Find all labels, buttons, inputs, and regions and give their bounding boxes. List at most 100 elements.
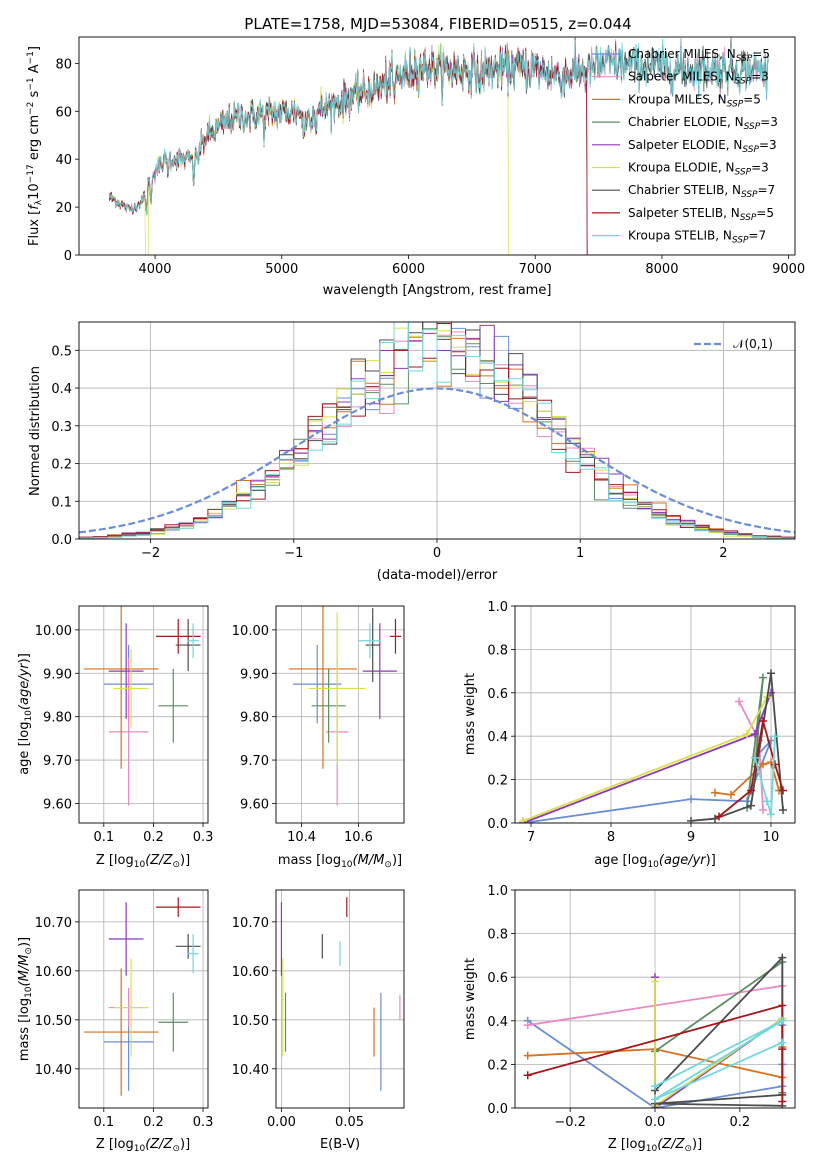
point-chabrier-elodie — [158, 992, 189, 1052]
y-tick-label: 10.50 — [232, 1014, 269, 1029]
axes-frame — [78, 605, 209, 824]
axes-age_vs_Z: 0.1 0.2 0.3 9.60 9.70 9.80 9.90 10.00 Z [log10(Z… — [17, 605, 213, 870]
axes-mass_vs_Z: 0.1 0.2 0.3 10.40 10.50 10.60 10.70 Z [log10(Z/… — [17, 889, 214, 1154]
y-axis-label: mass weight — [463, 673, 478, 755]
x-tick-label: −2 — [141, 546, 160, 561]
y-tick-label: 20 — [55, 201, 72, 216]
x-tick-label: 0.00 — [267, 1115, 296, 1130]
series-marker — [778, 1097, 787, 1106]
plot-area — [83, 606, 201, 806]
legend-label: Chabrier STELIB, NSSP=7 — [628, 183, 775, 200]
point-kroupa-miles — [83, 606, 159, 769]
series-marker — [767, 669, 775, 678]
x-tick-label: 0.2 — [143, 830, 164, 845]
y-tick-label: 0.3 — [51, 420, 72, 435]
y-tick-label: 10.70 — [35, 916, 72, 931]
point-kroupa-stelib — [187, 623, 200, 659]
axes-spectrum: 4000 5000 6000 7000 8000 9000 0 20 40 60 80 Chabrie… — [26, 36, 805, 298]
series-marker — [651, 977, 659, 986]
series-chabrier-stelib — [651, 953, 787, 1108]
x-tick-label: 7000 — [519, 262, 552, 277]
x-axis-label: Z [log10(Z/Z⊙)] — [96, 1137, 190, 1154]
y-axis-label: mass [log10(M/M⊙)] — [17, 937, 34, 1061]
point-chabrier-elodie — [311, 668, 346, 743]
x-tick-label: 0.3 — [193, 1115, 214, 1130]
y-tick-label: 80 — [55, 57, 72, 72]
y-axis-label: Normed distribution — [28, 366, 43, 496]
axes-age_vs_mass: 10.4 10.6 9.60 9.70 9.80 9.90 10.00 mass [log10… — [232, 605, 405, 870]
point-kroupa-miles — [288, 606, 358, 769]
legend: Chabrier MILES, NSSP=5 Salpeter MILES, NS… — [592, 47, 778, 246]
y-tick-label: 10.40 — [232, 1063, 269, 1078]
point-salpeter-elodie — [108, 623, 144, 719]
series-kroupa-stelib — [751, 732, 779, 819]
series-marker — [727, 790, 735, 799]
series-marker — [759, 673, 767, 682]
x-tick-label: 1 — [576, 546, 584, 561]
x-tick-label: 0.2 — [730, 1115, 751, 1130]
series-marker — [751, 753, 759, 762]
x-axis-label: (data-model)/error — [377, 568, 498, 583]
y-tick-label: 0 — [64, 249, 72, 264]
x-tick-label: 5000 — [265, 262, 298, 277]
x-axis-label: mass [log10(M/M⊙)] — [278, 853, 402, 870]
axes-frame — [78, 36, 796, 256]
axes-mass_vs_ebv: 0.00 0.05 10.40 10.50 10.60 10.70 E(B-V) — [232, 889, 405, 1152]
y-axis-label: mass weight — [463, 958, 478, 1040]
series-marker — [651, 1082, 659, 1091]
point-salpeter-elodie — [108, 902, 144, 976]
point-kroupa-elodie — [308, 612, 366, 765]
y-tick-label: 0.4 — [487, 730, 508, 745]
spectrum-line-kroupa-stelib — [109, 38, 769, 216]
series-marker — [743, 730, 751, 739]
legend-label: Chabrier MILES, NSSP=5 — [628, 47, 770, 64]
point-salpeter-elodie — [362, 623, 397, 719]
y-tick-label: 9.90 — [43, 667, 72, 682]
y-tick-label: 10.50 — [35, 1014, 72, 1029]
point-kroupa-elodie — [113, 649, 149, 728]
axes-frame — [514, 605, 796, 824]
x-axis-label: wavelength [Angstrom, rest frame] — [323, 283, 552, 298]
series-marker — [735, 697, 743, 706]
plot-area — [83, 897, 201, 1096]
series-line — [654, 1019, 783, 1101]
y-tick-label: 10.70 — [232, 916, 269, 931]
x-axis-label: age [log10(age/yr)] — [594, 853, 716, 870]
x-tick-label: 6000 — [392, 262, 425, 277]
y-tick-label: 9.60 — [43, 797, 72, 812]
x-tick-label: 9000 — [772, 262, 805, 277]
spectrum-line-kroupa-elodie — [109, 42, 769, 255]
x-tick-label: −0.2 — [554, 1115, 586, 1130]
legend-label: Kroupa STELIB, NSSP=7 — [628, 229, 766, 246]
x-tick-label: 0.1 — [93, 830, 114, 845]
series-line — [754, 736, 776, 815]
y-tick-label: 0.8 — [487, 928, 508, 943]
y-tick-label: 10.60 — [232, 965, 269, 980]
figure-title: PLATE=1758, MJD=53084, FIBERID=0515, z=0… — [244, 15, 631, 33]
legend-label: Kroupa ELODIE, NSSP=3 — [628, 161, 769, 178]
series-marker — [519, 816, 527, 823]
y-tick-label: 0.0 — [51, 533, 72, 548]
series-marker — [715, 812, 723, 821]
series-marker — [523, 1071, 532, 1080]
y-tick-label: 0.5 — [51, 344, 72, 359]
point-kroupa-elodie — [113, 958, 149, 1057]
y-tick-label: 0.8 — [487, 643, 508, 658]
point-chabrier-elodie — [158, 668, 189, 743]
series-marker — [747, 786, 755, 795]
y-tick-label: 9.70 — [240, 754, 269, 769]
series-marker — [523, 1051, 532, 1060]
y-axis-label: age [log10(age/yr)] — [17, 653, 34, 775]
series-marker — [778, 1038, 787, 1047]
y-tick-label: 0.0 — [487, 1102, 508, 1117]
y-tick-label: 0.4 — [51, 382, 72, 397]
series-salpeter-stelib — [523, 1001, 787, 1106]
y-tick-label: 40 — [55, 153, 72, 168]
x-axis-label: Z [log10(Z/Z⊙)] — [96, 853, 190, 870]
series-marker — [778, 1001, 787, 1010]
y-tick-label: 0.1 — [51, 495, 72, 510]
series-marker — [767, 810, 775, 819]
series-marker — [523, 1021, 532, 1030]
x-tick-label: 0 — [433, 546, 441, 561]
